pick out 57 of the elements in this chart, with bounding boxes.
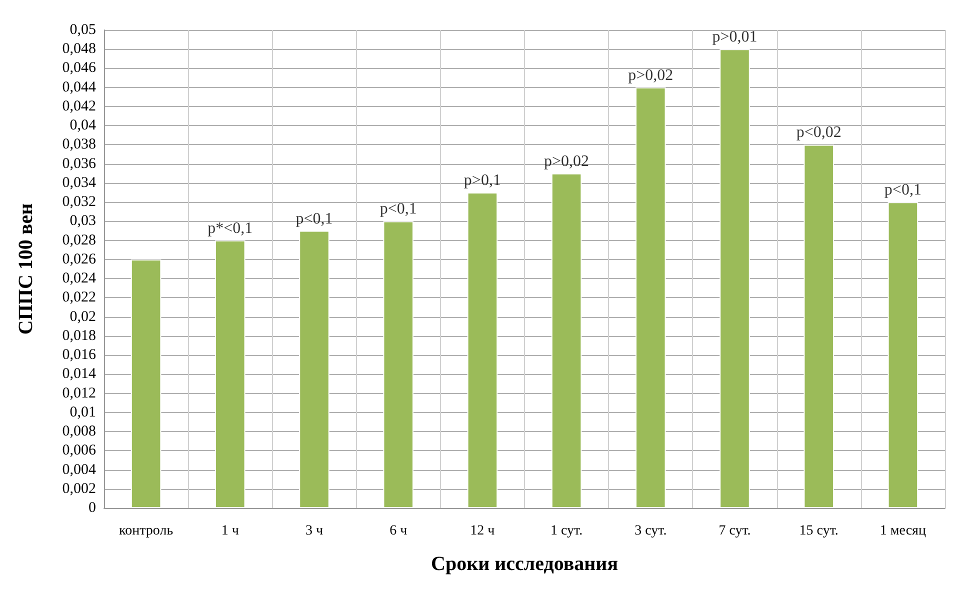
y-tick-label: 0,026: [62, 251, 96, 268]
y-tick-label: 0,048: [62, 41, 96, 58]
y-tick-label: 0: [88, 500, 96, 516]
y-tick-label: 0,024: [62, 270, 96, 287]
bar: [467, 192, 498, 508]
x-tick-label: 12 ч: [470, 524, 495, 538]
x-tick-label: контроль: [119, 524, 174, 538]
y-tick-label: 0,02: [70, 308, 96, 325]
x-tick-label: 1 сут.: [550, 524, 583, 538]
annotation: p<0,02: [796, 124, 842, 142]
y-tick-label: 0,03: [70, 213, 96, 230]
annotation: p<0,1: [884, 182, 922, 199]
y-tick-label: 0,014: [62, 366, 96, 382]
y-tick-label: 0,002: [62, 480, 96, 497]
y-tick-label: 0,038: [62, 136, 96, 153]
y-tick-label: 0,022: [62, 290, 96, 306]
y-tick-label: 0,012: [62, 385, 96, 402]
bar: [804, 144, 834, 508]
bar: [551, 173, 582, 508]
x-axis-title: Сроки исследования: [430, 553, 618, 575]
x-tick-label: 3 сут.: [634, 524, 667, 538]
x-tick-label: 1 месяц: [880, 524, 926, 538]
y-tick-label: 0,018: [62, 328, 96, 344]
x-tick-label: 6 ч: [390, 524, 408, 538]
y-tick-label: 0,036: [62, 156, 96, 172]
y-tick-label: 0,05: [70, 22, 96, 38]
annotation: p*<0,1: [208, 220, 253, 237]
annotation: p>0,02: [544, 152, 590, 170]
x-tick-label: 3 ч: [305, 524, 324, 538]
y-axis-title: СППС 100 вен: [15, 203, 37, 335]
bar: [299, 230, 330, 508]
annotation: p<0,1: [296, 210, 333, 228]
y-tick-label: 0,006: [62, 442, 96, 459]
y-tick-label: 0,046: [62, 60, 96, 76]
bar: [215, 240, 246, 508]
bar: [720, 49, 750, 508]
bar: [888, 202, 918, 508]
y-tick-label: 0,032: [62, 194, 96, 210]
bar: [130, 259, 162, 508]
bar: [636, 87, 666, 508]
y-tick-label: 0,04: [70, 118, 96, 134]
annotation: p>0,01: [712, 28, 758, 46]
x-tick-label: 7 сут.: [718, 524, 751, 538]
y-tick-label: 0,01: [70, 404, 96, 420]
annotation: p>0,1: [464, 172, 501, 190]
annotation: p<0,1: [380, 200, 417, 218]
y-tick-label: 0,028: [62, 232, 96, 248]
bar: [383, 221, 414, 508]
x-tick-label: 1 ч: [221, 524, 239, 538]
y-tick-label: 0,004: [62, 462, 96, 478]
y-tick-label: 0,034: [62, 174, 96, 191]
x-tick-label: 15 сут.: [799, 524, 838, 538]
y-tick-label: 0,008: [62, 424, 96, 440]
annotation: p>0,02: [628, 66, 674, 84]
y-tick-label: 0,044: [62, 79, 96, 96]
y-tick-label: 0,016: [62, 347, 96, 364]
y-tick-label: 0,042: [62, 98, 96, 114]
